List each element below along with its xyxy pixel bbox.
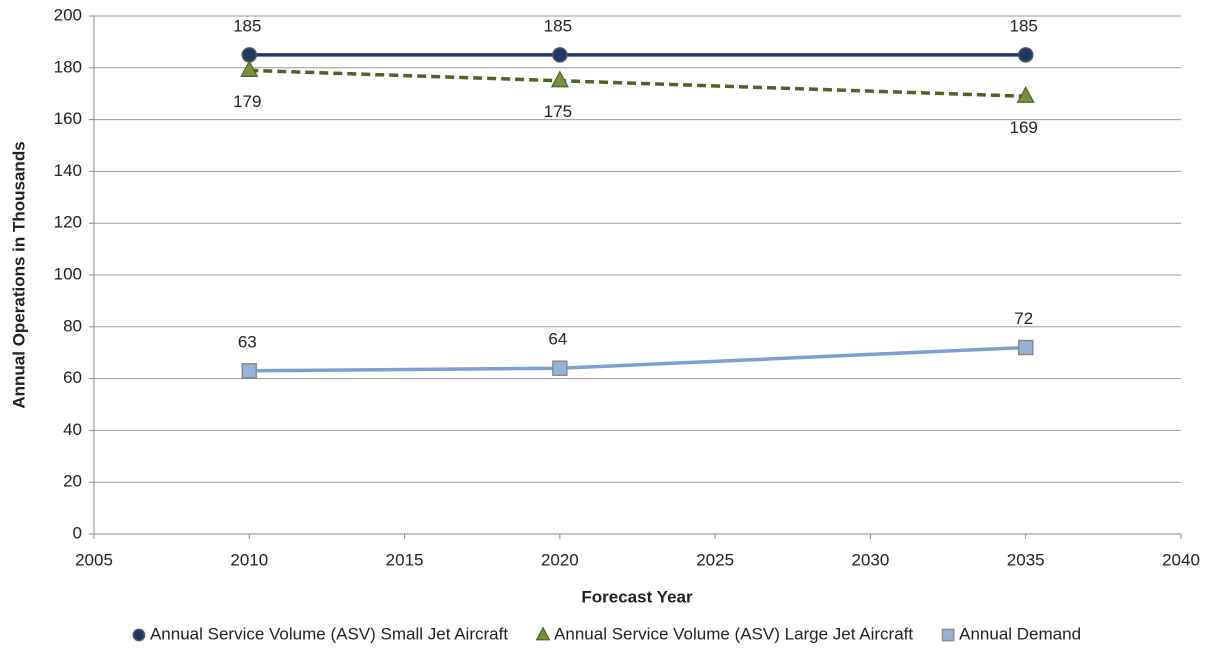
marker bbox=[550, 70, 569, 88]
y-tick-label: 120 bbox=[54, 213, 82, 232]
marker bbox=[552, 360, 568, 376]
marker bbox=[240, 60, 259, 77]
y-axis-title: Annual Operations in Thousands bbox=[9, 141, 28, 408]
data-label: 64 bbox=[548, 330, 567, 349]
marker bbox=[1017, 47, 1034, 63]
y-tick-label: 100 bbox=[54, 264, 82, 283]
y-tick-label: 80 bbox=[63, 316, 82, 335]
x-tick-label: 2005 bbox=[75, 550, 113, 569]
x-tick-label: 2015 bbox=[386, 550, 424, 569]
legend-label: Annual Service Volume (ASV) Large Jet Ai… bbox=[554, 624, 913, 643]
data-label: 185 bbox=[544, 16, 572, 35]
x-tick-label: 2020 bbox=[541, 550, 579, 569]
data-label: 175 bbox=[544, 102, 572, 121]
x-tick-label: 2030 bbox=[852, 550, 890, 569]
x-tick-label: 2040 bbox=[1162, 550, 1200, 569]
legend-marker bbox=[132, 628, 146, 642]
legend: Annual Service Volume (ASV) Small Jet Ai… bbox=[132, 624, 1081, 643]
y-tick-label: 140 bbox=[54, 161, 82, 180]
data-label: 185 bbox=[1010, 16, 1038, 35]
series-line bbox=[249, 68, 1026, 99]
data-label: 72 bbox=[1014, 309, 1033, 328]
series-line bbox=[249, 345, 1026, 373]
x-tick-label: 2025 bbox=[696, 550, 734, 569]
data-label: 185 bbox=[233, 16, 261, 35]
marker bbox=[241, 363, 258, 379]
marker bbox=[552, 47, 568, 63]
marker bbox=[241, 47, 258, 63]
y-tick-label: 200 bbox=[54, 5, 82, 24]
legend-marker bbox=[941, 628, 955, 642]
legend-label: Annual Service Volume (ASV) Small Jet Ai… bbox=[150, 624, 508, 643]
legend-label: Annual Demand bbox=[959, 624, 1081, 643]
y-tick-label: 60 bbox=[63, 368, 82, 387]
marker bbox=[1017, 339, 1034, 356]
x-tick-label: 2010 bbox=[230, 550, 268, 569]
data-label: 169 bbox=[1010, 118, 1038, 137]
y-tick-label: 20 bbox=[63, 472, 82, 491]
y-tick-label: 160 bbox=[54, 109, 82, 128]
marker bbox=[1016, 86, 1035, 103]
legend-marker bbox=[535, 626, 551, 641]
y-tick-label: 0 bbox=[73, 523, 82, 542]
y-tick-label: 180 bbox=[54, 57, 82, 76]
x-axis-title: Forecast Year bbox=[581, 587, 693, 606]
x-tick-label: 2035 bbox=[1007, 550, 1045, 569]
data-label: 63 bbox=[238, 332, 257, 351]
data-label: 179 bbox=[233, 92, 261, 111]
y-tick-label: 40 bbox=[63, 420, 82, 439]
